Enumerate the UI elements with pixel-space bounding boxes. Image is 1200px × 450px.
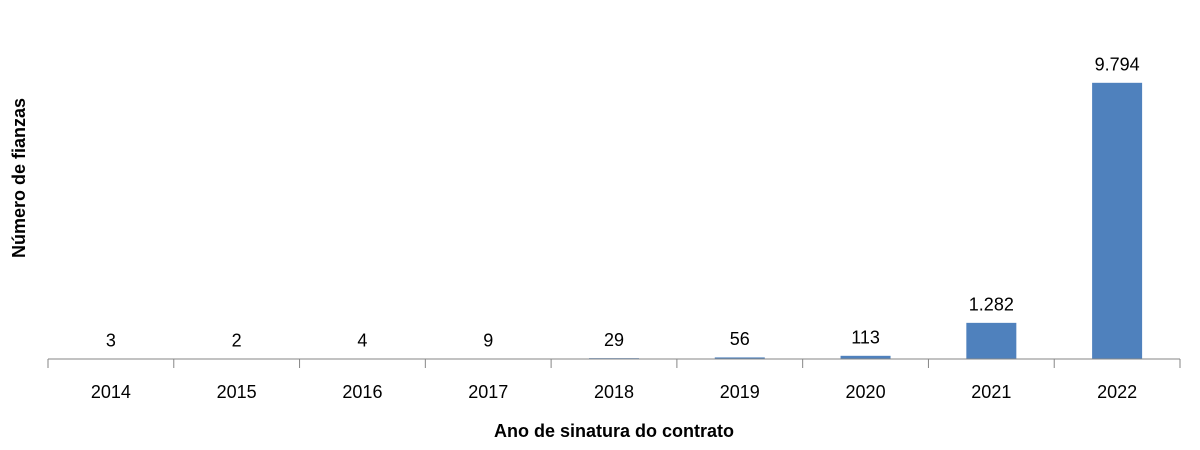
data-label: 113	[851, 328, 880, 348]
x-tick-label: 2021	[971, 382, 1011, 402]
y-axis-title: Número de fianzas	[9, 98, 29, 258]
x-tick-label: 2014	[91, 382, 131, 402]
x-tick-label: 2016	[342, 382, 382, 402]
x-tick-label: 2017	[468, 382, 508, 402]
x-axis-title: Ano de sinatura do contrato	[494, 421, 734, 441]
x-tick-label: 2022	[1097, 382, 1137, 402]
bar	[840, 355, 891, 359]
data-label: 3	[106, 331, 116, 351]
x-tick-label: 2018	[594, 382, 634, 402]
data-label: 1.282	[969, 295, 1014, 315]
data-label: 4	[357, 331, 367, 351]
data-label: 29	[604, 330, 624, 350]
x-tick-label: 2020	[846, 382, 886, 402]
bar	[966, 322, 1017, 359]
x-tick-label: 2015	[217, 382, 257, 402]
data-label: 9	[483, 330, 493, 350]
x-tick-label: 2019	[720, 382, 760, 402]
bar	[714, 357, 765, 359]
data-label: 9.794	[1095, 55, 1140, 75]
data-label: 2	[232, 331, 242, 351]
data-label: 56	[730, 329, 750, 349]
bar	[1092, 82, 1143, 359]
